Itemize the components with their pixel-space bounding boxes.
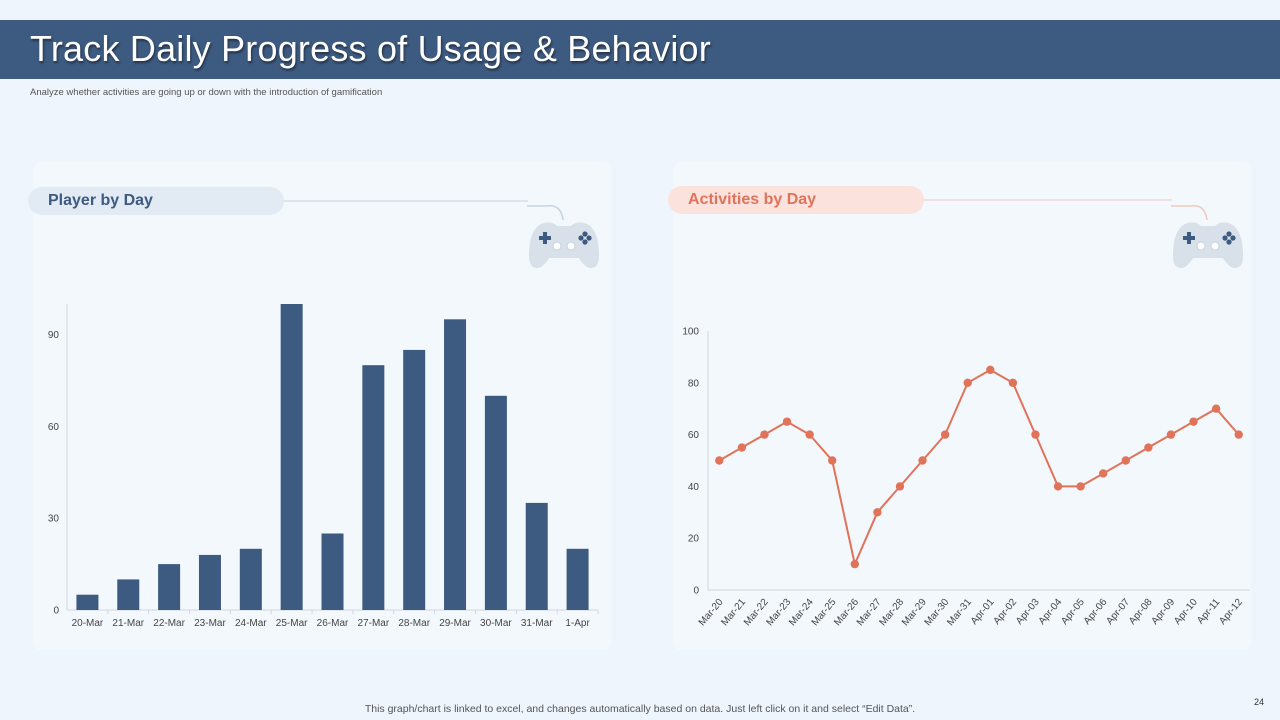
x-tick-label: 28-Mar — [398, 618, 430, 629]
y-tick-label: 40 — [688, 482, 700, 493]
bar — [158, 564, 181, 610]
x-tick-label: 22-Mar — [153, 618, 185, 629]
y-tick-label: 20 — [688, 534, 700, 545]
y-tick-label: 30 — [48, 514, 60, 525]
x-tick-label: Apr-03 — [1014, 597, 1042, 627]
data-point — [1008, 378, 1018, 387]
data-point — [1166, 430, 1176, 439]
data-point — [1189, 417, 1198, 426]
data-point — [715, 456, 724, 465]
x-tick-label: 23-Mar — [194, 618, 226, 629]
data-point — [940, 430, 950, 439]
x-tick-label: Apr-10 — [1172, 597, 1200, 627]
bar — [117, 579, 140, 610]
bar — [484, 395, 507, 610]
data-point — [828, 456, 837, 465]
data-point — [895, 482, 905, 491]
activities-by-day-label: Activities by Day — [668, 186, 924, 214]
data-point — [1144, 443, 1153, 452]
x-tick-label: Apr-09 — [1150, 597, 1178, 627]
x-tick-label: 20-Mar — [72, 618, 104, 629]
y-tick-label: 0 — [693, 586, 699, 597]
slide-title: Track Daily Progress of Usage & Behavior — [30, 28, 711, 69]
x-tick-label: Mar-31 — [945, 597, 974, 629]
bar — [76, 594, 99, 610]
data-point — [760, 430, 769, 439]
bar — [566, 548, 589, 610]
gamepad-icon — [527, 205, 599, 268]
x-tick-label: 1-Apr — [565, 618, 590, 629]
y-tick-label: 60 — [688, 430, 700, 441]
y-tick-label: 100 — [682, 327, 699, 338]
x-tick-label: Apr-05 — [1059, 597, 1087, 627]
footer-note: This graph/chart is linked to excel, and… — [364, 703, 916, 715]
y-tick-label: 90 — [48, 330, 60, 341]
bar — [239, 548, 262, 610]
data-point — [1121, 456, 1130, 465]
data-point — [805, 430, 814, 439]
bar — [321, 533, 344, 610]
title-bar: Track Daily Progress of Usage & Behavior — [0, 20, 1280, 79]
bar — [403, 349, 426, 610]
data-point — [873, 508, 882, 517]
player-by-day-label: Player by Day — [28, 187, 284, 215]
x-tick-label: Apr-01 — [969, 597, 997, 627]
data-point — [1076, 482, 1085, 491]
bar — [444, 319, 467, 610]
x-tick-label: 24-Mar — [235, 618, 267, 629]
x-tick-label: 27-Mar — [358, 618, 390, 629]
bar — [280, 304, 303, 610]
x-tick-label: Apr-12 — [1217, 597, 1245, 627]
x-tick-label: 21-Mar — [112, 618, 144, 629]
data-point — [963, 378, 972, 387]
activity-chart-panel — [673, 162, 1251, 650]
data-point — [1099, 469, 1108, 478]
slide-subtitle: Analyze whether activities are going up … — [30, 87, 383, 98]
data-point — [737, 443, 747, 452]
data-point — [1211, 404, 1221, 413]
bar — [362, 365, 385, 610]
x-tick-label: 25-Mar — [276, 618, 308, 629]
x-tick-label: Apr-08 — [1127, 597, 1155, 627]
x-tick-label: Apr-07 — [1104, 597, 1132, 627]
y-tick-label: 0 — [53, 606, 59, 617]
data-point — [1053, 482, 1063, 491]
bar — [198, 554, 221, 610]
data-point — [850, 559, 859, 569]
gamepad-icon — [1171, 205, 1243, 268]
x-tick-label: Apr-02 — [991, 597, 1019, 627]
bar — [525, 502, 548, 610]
x-tick-label: 30-Mar — [480, 618, 512, 629]
data-point — [1031, 430, 1040, 439]
y-tick-label: 60 — [48, 422, 60, 433]
data-point — [782, 417, 792, 426]
x-tick-label: Apr-06 — [1082, 597, 1110, 627]
x-tick-label: 26-Mar — [317, 618, 349, 629]
y-tick-label: 80 — [688, 378, 700, 389]
series-line — [718, 368, 1240, 568]
page-number: 24 — [1253, 697, 1264, 707]
data-point — [1234, 430, 1243, 439]
data-point — [986, 365, 995, 375]
x-tick-label: 29-Mar — [439, 618, 471, 629]
x-tick-label: Apr-04 — [1037, 597, 1065, 627]
x-tick-label: 31-Mar — [521, 618, 553, 629]
data-point — [918, 456, 927, 465]
